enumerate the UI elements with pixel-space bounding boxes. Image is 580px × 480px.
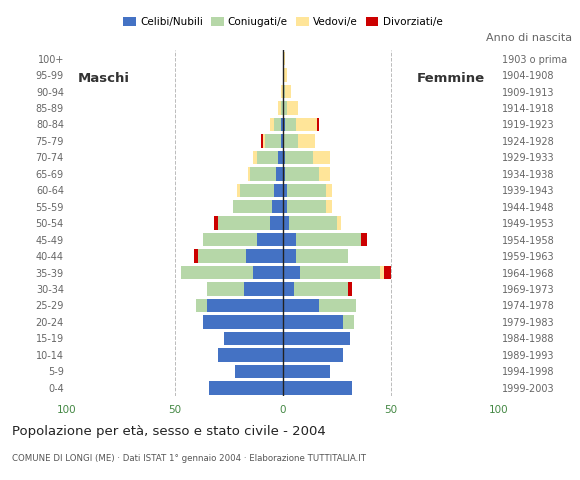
Bar	[281, 134, 283, 148]
Bar	[347, 282, 352, 296]
Bar	[196, 299, 207, 312]
Bar	[337, 216, 341, 230]
Bar	[246, 250, 283, 263]
Bar	[240, 183, 274, 197]
Legend: Celibi/Nubili, Coniugati/e, Vedovi/e, Divorziati/e: Celibi/Nubili, Coniugati/e, Vedovi/e, Di…	[119, 13, 447, 31]
Bar	[233, 200, 272, 214]
Bar	[274, 183, 283, 197]
Bar	[257, 233, 283, 246]
Bar	[283, 85, 285, 98]
Bar	[285, 151, 313, 164]
Bar	[283, 266, 300, 279]
Bar	[283, 68, 287, 82]
Bar	[283, 381, 352, 395]
Bar	[263, 134, 266, 148]
Bar	[320, 167, 330, 180]
Bar	[283, 332, 350, 345]
Bar	[276, 167, 283, 180]
Bar	[317, 118, 320, 131]
Bar	[283, 315, 343, 329]
Bar	[361, 233, 367, 246]
Bar	[209, 381, 283, 395]
Bar	[198, 250, 246, 263]
Bar	[224, 332, 283, 345]
Bar	[218, 216, 270, 230]
Bar	[343, 315, 354, 329]
Bar	[203, 315, 283, 329]
Bar	[380, 266, 385, 279]
Bar	[244, 282, 283, 296]
Bar	[287, 183, 326, 197]
Bar	[248, 167, 251, 180]
Bar	[287, 101, 298, 115]
Bar	[281, 101, 283, 115]
Bar	[296, 118, 317, 131]
Text: COMUNE DI LONGI (ME) · Dati ISTAT 1° gennaio 2004 · Elaborazione TUTTITALIA.IT: COMUNE DI LONGI (ME) · Dati ISTAT 1° gen…	[12, 454, 365, 463]
Bar	[285, 85, 291, 98]
Bar	[207, 282, 244, 296]
Bar	[385, 266, 391, 279]
Bar	[283, 250, 296, 263]
Bar	[181, 266, 252, 279]
Bar	[270, 216, 283, 230]
Bar	[213, 216, 218, 230]
Bar	[251, 167, 276, 180]
Bar	[298, 134, 315, 148]
Bar	[283, 348, 343, 361]
Bar	[237, 183, 240, 197]
Bar	[203, 233, 257, 246]
Bar	[283, 233, 296, 246]
Bar	[326, 200, 332, 214]
Bar	[287, 200, 326, 214]
Text: Popolazione per età, sesso e stato civile - 2004: Popolazione per età, sesso e stato civil…	[12, 425, 325, 438]
Bar	[274, 118, 281, 131]
Bar	[313, 151, 330, 164]
Bar	[283, 282, 293, 296]
Bar	[194, 250, 198, 263]
Text: Maschi: Maschi	[78, 72, 129, 85]
Bar	[283, 183, 287, 197]
Bar	[272, 200, 283, 214]
Bar	[281, 118, 283, 131]
Bar	[266, 134, 281, 148]
Bar	[283, 365, 330, 378]
Bar	[270, 118, 274, 131]
Bar	[283, 118, 285, 131]
Bar	[285, 167, 320, 180]
Bar	[283, 101, 287, 115]
Bar	[278, 151, 283, 164]
Bar	[283, 167, 285, 180]
Text: Anno di nascita: Anno di nascita	[486, 34, 572, 44]
Bar	[283, 134, 298, 148]
Bar	[261, 134, 263, 148]
Bar	[293, 282, 347, 296]
Bar	[278, 101, 281, 115]
Bar	[235, 365, 283, 378]
Bar	[283, 216, 289, 230]
Bar	[289, 216, 337, 230]
Bar	[281, 85, 283, 98]
Bar	[326, 183, 332, 197]
Bar	[296, 233, 361, 246]
Bar	[252, 151, 257, 164]
Bar	[283, 299, 320, 312]
Text: Femmine: Femmine	[416, 72, 485, 85]
Bar	[320, 299, 356, 312]
Bar	[283, 151, 285, 164]
Bar	[283, 200, 287, 214]
Bar	[283, 52, 285, 65]
Bar	[300, 266, 380, 279]
Bar	[207, 299, 283, 312]
Bar	[285, 118, 296, 131]
Bar	[257, 151, 278, 164]
Bar	[252, 266, 283, 279]
Bar	[218, 348, 283, 361]
Bar	[296, 250, 347, 263]
